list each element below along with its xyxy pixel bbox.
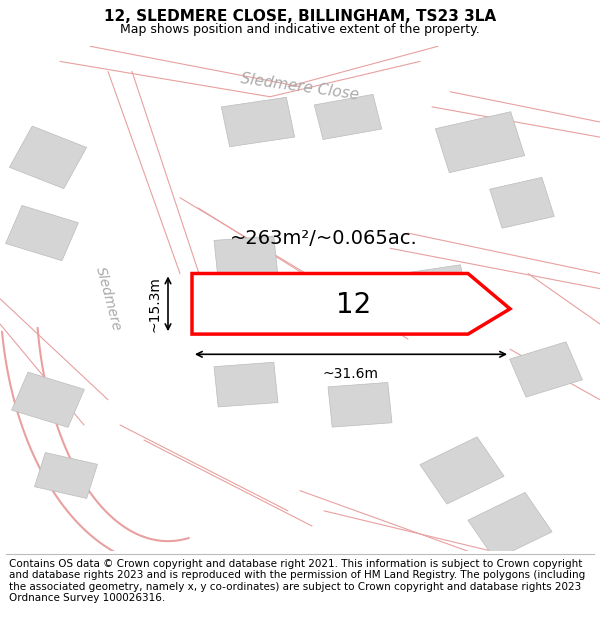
Polygon shape xyxy=(436,112,524,173)
Polygon shape xyxy=(314,94,382,139)
Polygon shape xyxy=(214,236,278,281)
Text: 12: 12 xyxy=(337,291,371,319)
Text: ~31.6m: ~31.6m xyxy=(323,367,379,381)
Polygon shape xyxy=(5,206,79,261)
Text: 12, SLEDMERE CLOSE, BILLINGHAM, TS23 3LA: 12, SLEDMERE CLOSE, BILLINGHAM, TS23 3LA xyxy=(104,9,496,24)
Text: Map shows position and indicative extent of the property.: Map shows position and indicative extent… xyxy=(120,23,480,36)
Polygon shape xyxy=(11,372,85,428)
Text: ~263m²/~0.065ac.: ~263m²/~0.065ac. xyxy=(230,229,418,248)
Polygon shape xyxy=(407,265,469,312)
Polygon shape xyxy=(328,382,392,427)
Polygon shape xyxy=(509,342,583,397)
Polygon shape xyxy=(221,98,295,147)
Polygon shape xyxy=(192,274,510,334)
Polygon shape xyxy=(10,126,86,189)
Text: Sledmere Close: Sledmere Close xyxy=(240,71,360,102)
Polygon shape xyxy=(214,362,278,407)
Text: Contains OS data © Crown copyright and database right 2021. This information is : Contains OS data © Crown copyright and d… xyxy=(9,559,585,603)
Polygon shape xyxy=(468,492,552,559)
Polygon shape xyxy=(34,452,98,499)
Text: ~15.3m: ~15.3m xyxy=(148,276,162,332)
Polygon shape xyxy=(490,177,554,228)
Text: Sledmere: Sledmere xyxy=(92,265,124,332)
Polygon shape xyxy=(420,437,504,504)
